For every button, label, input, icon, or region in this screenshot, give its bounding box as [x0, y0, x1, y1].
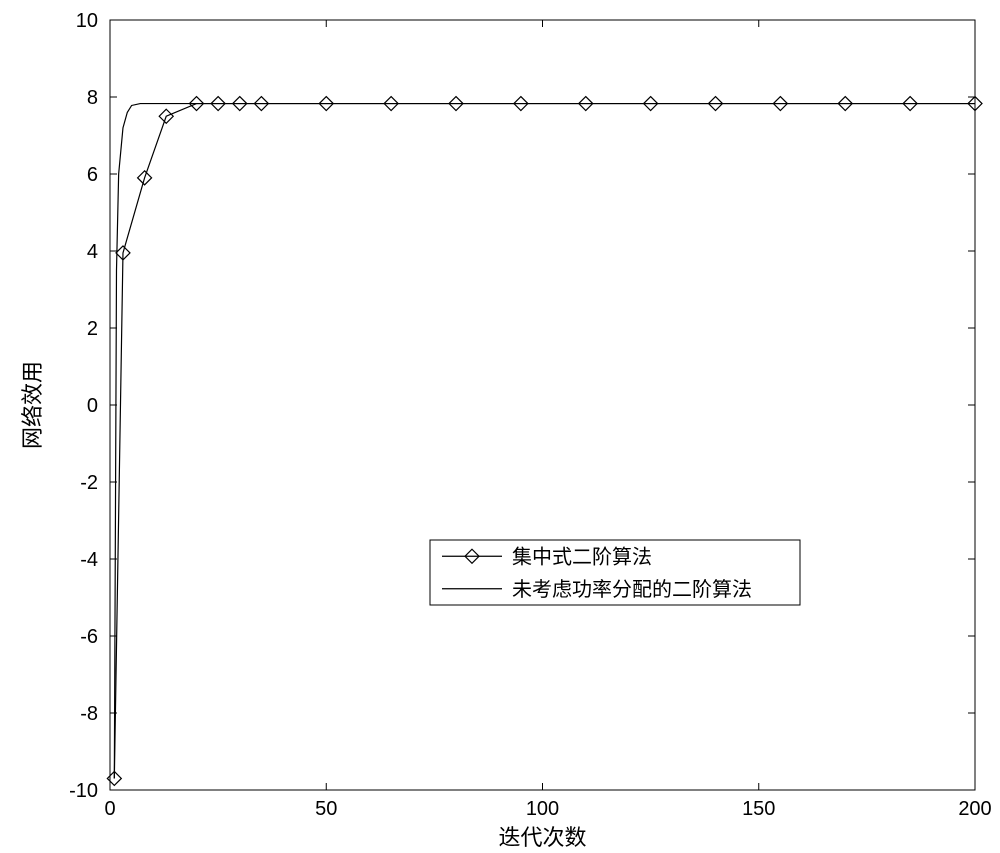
svg-text:0: 0	[104, 798, 115, 820]
svg-text:200: 200	[958, 798, 991, 820]
svg-text:-2: -2	[80, 472, 98, 494]
svg-text:100: 100	[526, 798, 559, 820]
svg-text:50: 50	[315, 798, 337, 820]
x-axis-label: 迭代次数	[498, 825, 586, 850]
chart-container: 0 50 100 150 200 -10 -8 -6 -4 -2 0 2 4 6 8 10 迭代次数 网络效…	[0, 0, 1000, 853]
svg-text:-8: -8	[80, 703, 98, 725]
svg-text:-4: -4	[80, 549, 98, 571]
data-series	[107, 97, 982, 786]
svg-text:-10: -10	[69, 780, 98, 802]
svg-text:-6: -6	[80, 626, 98, 648]
svg-text:150: 150	[742, 798, 775, 820]
svg-text:未考虑功率分配的二阶算法: 未考虑功率分配的二阶算法	[512, 578, 752, 601]
svg-text:6: 6	[87, 164, 98, 186]
svg-text:10: 10	[76, 10, 98, 32]
svg-text:0: 0	[87, 395, 98, 417]
legend-items: 集中式二阶算法未考虑功率分配的二阶算法	[442, 545, 752, 601]
y-axis-label: 网络效用	[20, 361, 45, 449]
x-axis-ticks: 0 50 100 150 200	[104, 20, 991, 820]
legend: 集中式二阶算法未考虑功率分配的二阶算法	[430, 540, 800, 605]
svg-text:集中式二阶算法: 集中式二阶算法	[512, 545, 652, 568]
svg-text:2: 2	[87, 318, 98, 340]
y-axis-ticks: -10 -8 -6 -4 -2 0 2 4 6 8 10	[69, 10, 975, 802]
svg-text:8: 8	[87, 87, 98, 109]
plot-border	[110, 20, 975, 790]
line-chart: 0 50 100 150 200 -10 -8 -6 -4 -2 0 2 4 6 8 10 迭代次数 网络效…	[0, 0, 1000, 853]
svg-text:4: 4	[87, 241, 98, 263]
